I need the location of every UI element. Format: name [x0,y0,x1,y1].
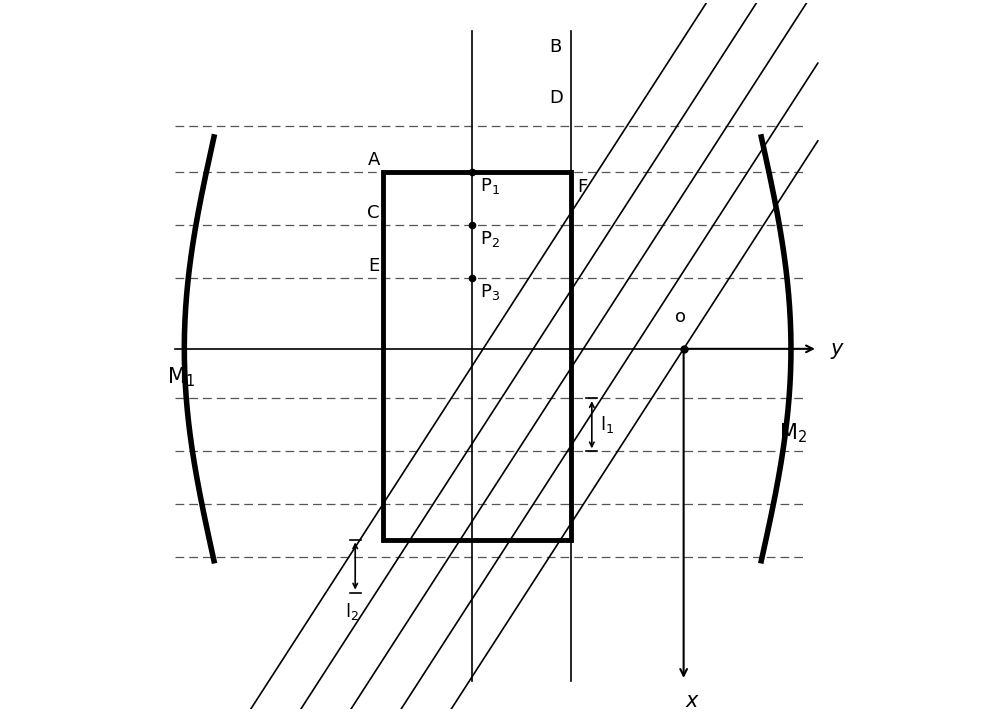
Text: A: A [368,151,380,169]
Text: y: y [831,339,843,359]
Text: l$_2$: l$_2$ [345,601,359,622]
Text: l$_1$: l$_1$ [600,414,614,435]
Text: D: D [549,89,563,107]
Text: P$_3$: P$_3$ [480,281,500,302]
Text: P$_2$: P$_2$ [480,229,500,248]
Text: B: B [549,37,562,55]
Text: M$_1$: M$_1$ [167,365,195,389]
Text: C: C [367,204,380,222]
Text: x: x [686,691,698,712]
Bar [383,172,571,539]
Text: P$_1$: P$_1$ [480,176,500,196]
Text: M$_2$: M$_2$ [779,421,807,445]
Text: E: E [369,257,380,275]
Text: F: F [578,178,588,196]
Text: o: o [675,308,686,326]
